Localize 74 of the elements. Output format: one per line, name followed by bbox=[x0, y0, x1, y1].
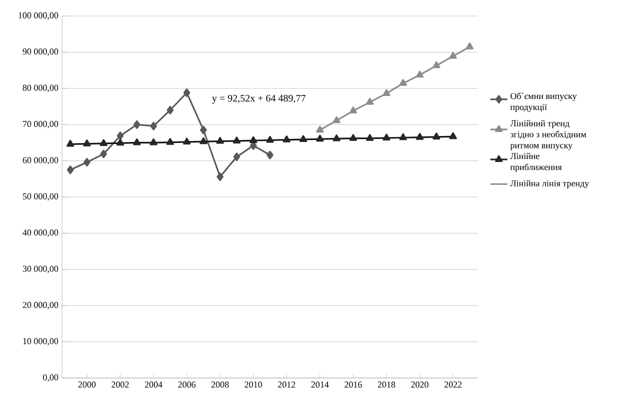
point bbox=[366, 134, 374, 141]
point bbox=[382, 134, 390, 141]
point bbox=[133, 138, 141, 146]
y-tick-label: 40 000,00 bbox=[22, 230, 58, 237]
point bbox=[250, 136, 258, 144]
x-tick-label: 2006 bbox=[178, 382, 196, 388]
y-tick-label: 90 000,00 bbox=[22, 48, 58, 56]
point bbox=[233, 152, 240, 162]
point bbox=[150, 122, 157, 130]
point bbox=[432, 61, 440, 68]
legend-label: Лінійна лінія тренду bbox=[510, 180, 590, 188]
point bbox=[282, 136, 290, 142]
x-tick-label: 2018 bbox=[378, 382, 396, 388]
y-tick-label: 50 000,00 bbox=[22, 193, 58, 201]
point bbox=[299, 135, 308, 142]
legend-label: Лінійний тренд згідно з необхідним ритмом випуску bbox=[510, 120, 586, 150]
y-tick-label: 0,00 bbox=[43, 374, 58, 382]
point bbox=[399, 133, 407, 140]
x-tick-label: 2014 bbox=[311, 382, 329, 388]
point bbox=[316, 134, 324, 142]
point bbox=[316, 126, 324, 133]
point bbox=[183, 88, 190, 98]
point bbox=[166, 106, 174, 114]
point bbox=[100, 139, 108, 146]
point bbox=[332, 134, 340, 142]
y-tick-label: 30 000,00 bbox=[22, 266, 58, 274]
point bbox=[216, 172, 224, 182]
point bbox=[83, 139, 91, 146]
x-tick-label: 2008 bbox=[211, 382, 229, 388]
point bbox=[266, 150, 274, 160]
point bbox=[182, 138, 191, 145]
x-tick-label: 2000 bbox=[78, 382, 96, 388]
point bbox=[84, 158, 90, 167]
point bbox=[200, 137, 208, 144]
point bbox=[332, 116, 340, 124]
point bbox=[133, 120, 140, 129]
point bbox=[100, 150, 108, 158]
point bbox=[66, 140, 74, 147]
point bbox=[416, 132, 424, 140]
x-tick-label: 2022 bbox=[444, 382, 462, 388]
y-tick-label: 60 000,00 bbox=[22, 157, 58, 164]
point bbox=[150, 138, 158, 146]
point bbox=[349, 134, 358, 141]
point bbox=[166, 138, 174, 145]
point bbox=[416, 70, 424, 78]
point bbox=[216, 136, 224, 144]
x-tick-label: 2002 bbox=[112, 382, 129, 388]
legend-label: Об`ємни випуску продукції bbox=[510, 92, 577, 112]
x-tick-label: 2016 bbox=[344, 382, 362, 388]
point bbox=[449, 132, 457, 140]
point bbox=[432, 132, 440, 140]
point bbox=[399, 79, 407, 86]
point bbox=[200, 126, 207, 134]
x-tick-label: 2012 bbox=[278, 382, 296, 388]
point bbox=[116, 138, 124, 146]
annotation: y = 92,52x + 64 489,77 bbox=[212, 94, 306, 104]
y-tick-label: 20 000,00 bbox=[22, 302, 58, 310]
point bbox=[466, 42, 474, 50]
y-tick-label: 80 000,00 bbox=[22, 84, 58, 92]
x-tick-label: 2010 bbox=[244, 382, 262, 388]
point bbox=[66, 166, 74, 174]
y-tick-label: 100 000,00 bbox=[18, 12, 58, 20]
point bbox=[349, 106, 358, 114]
x-tick-label: 2004 bbox=[144, 382, 162, 388]
point bbox=[382, 89, 390, 96]
y-tick-label: 10 000,00 bbox=[23, 338, 58, 346]
legend-label: Лінійне приближення bbox=[510, 152, 562, 172]
point bbox=[449, 52, 457, 59]
point bbox=[366, 98, 374, 105]
y-tick-label: 70 000,00 bbox=[23, 120, 58, 128]
x-tick-label: 2020 bbox=[411, 382, 428, 388]
point bbox=[116, 132, 124, 140]
point bbox=[232, 136, 241, 144]
point bbox=[266, 136, 274, 143]
